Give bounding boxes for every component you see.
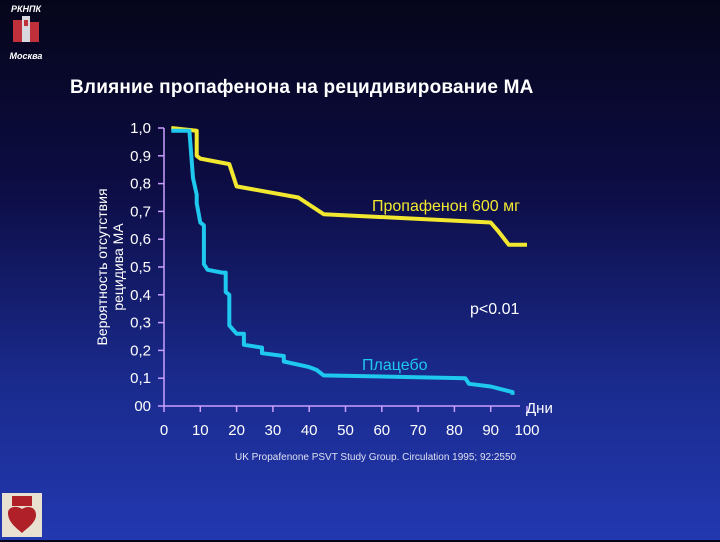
y-tick-label: 0,7 — [130, 203, 151, 220]
building-logo-icon — [13, 16, 39, 42]
y-tick-label: 0,5 — [130, 259, 151, 276]
x-tick-label: 50 — [337, 422, 354, 439]
org-abbr: РКНПК — [10, 4, 42, 14]
org-city: Москва — [9, 51, 43, 61]
y-axis-label-line2: рецидива МА — [110, 223, 126, 311]
x-tick-label: 80 — [446, 422, 463, 439]
page-title: Влияние пропафенона на рецидивирование М… — [70, 77, 534, 98]
y-tick-label: 1,0 — [130, 120, 151, 137]
x-tick-label: 40 — [301, 422, 318, 439]
x-tick-label: 100 — [514, 422, 539, 439]
annotation-placebo: Плацебо — [362, 357, 428, 374]
annotation-propafenone: Пропафенон 600 мг — [372, 198, 520, 215]
y-tick-label: 0,8 — [130, 176, 151, 193]
x-tick-label: 10 — [192, 422, 209, 439]
citation: UK Propafenone PSVT Study Group. Circula… — [235, 452, 517, 463]
y-tick-label: 00 — [134, 398, 151, 415]
x-tick-label: 20 — [228, 422, 245, 439]
annotation-pvalue: p<0.01 — [470, 301, 519, 318]
series-line-propafenone — [171, 126, 527, 247]
x-tick-label: 0 — [160, 422, 168, 439]
y-axis-label: Вероятность отсутствия рецидива МА — [94, 188, 126, 345]
y-tick-label: 0,6 — [130, 231, 151, 248]
series-line-placebo — [171, 128, 515, 395]
y-tick-label: 0,3 — [130, 315, 151, 332]
y-tick-label: 0,9 — [130, 148, 151, 165]
y-tick-label: 0,2 — [130, 342, 151, 359]
y-tick-label: 0,1 — [130, 370, 151, 387]
y-tick-label: 0,4 — [130, 287, 151, 304]
y-axis-label-line1: Вероятность отсутствия — [94, 188, 110, 345]
heart-emblem-icon — [8, 496, 36, 533]
x-ticks: 0 10 20 30 40 50 60 70 80 90 100 — [160, 406, 540, 439]
x-tick-label: 60 — [373, 422, 390, 439]
x-tick-label: 30 — [265, 422, 282, 439]
y-ticks: 00 0,1 0,2 0,3 0,4 0,5 0,6 0,7 0,8 0,9 1,0 — [130, 120, 164, 415]
x-axis-title: Дни — [526, 400, 553, 417]
x-tick-label: 70 — [410, 422, 427, 439]
logo-rknpk: РКНПК Москва — [6, 4, 46, 61]
x-tick-label: 90 — [482, 422, 499, 439]
bottom-logo — [2, 493, 42, 537]
series-lines — [171, 126, 527, 395]
